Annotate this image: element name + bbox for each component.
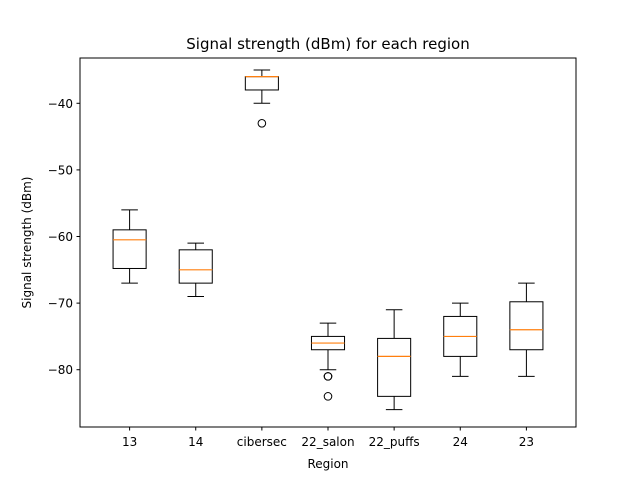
iqr-box	[112, 229, 147, 269]
x-tick-label: 22_puffs	[369, 435, 420, 449]
x-tick-label: 13	[122, 435, 137, 449]
x-tick-label: cibersec	[237, 435, 287, 449]
y-tick-label: −50	[48, 163, 73, 177]
outlier-point	[323, 372, 333, 381]
x-tick-label: 23	[519, 435, 534, 449]
plot-area-frame	[79, 57, 577, 428]
boxes-group	[112, 69, 544, 411]
box-cibersec	[244, 69, 279, 128]
y-axis-label: Signal strength (dBm)	[20, 177, 34, 309]
box-23	[509, 282, 544, 377]
iqr-box	[509, 301, 544, 351]
box-24	[443, 302, 478, 377]
outlier-point	[323, 392, 333, 401]
y-axis: −80 −70 −60 −50 −40	[48, 97, 80, 377]
box-22_salon	[310, 322, 346, 401]
y-tick-label: −70	[48, 297, 73, 311]
iqr-box	[377, 337, 412, 397]
x-axis: 13 14 cibersec 22_salon 22_puffs 24 23	[122, 427, 534, 449]
iqr-box	[244, 76, 279, 91]
x-tick-label: 22_salon	[301, 435, 354, 449]
box-22_puffs	[377, 309, 412, 411]
y-tick-label: −60	[48, 230, 73, 244]
y-tick-label: −40	[48, 97, 73, 111]
box-14	[178, 242, 213, 297]
box-13	[112, 209, 147, 284]
chart-title: Signal strength (dBm) for each region	[186, 35, 469, 53]
x-tick-label: 14	[188, 435, 203, 449]
y-tick-label: −80	[48, 363, 73, 377]
outlier-point	[257, 118, 267, 128]
x-tick-label: 24	[453, 435, 468, 449]
x-axis-label: Region	[307, 457, 348, 471]
iqr-box	[178, 249, 213, 284]
